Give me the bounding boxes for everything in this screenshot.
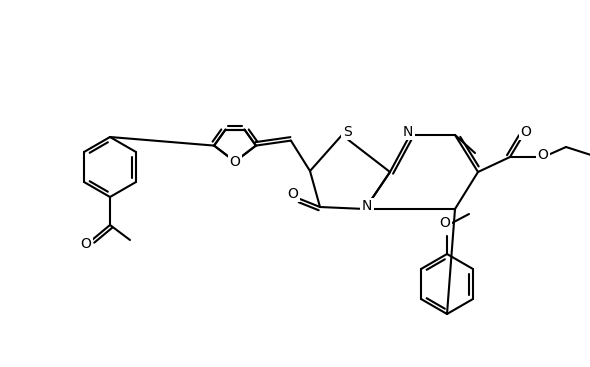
Text: N: N [362,199,372,213]
Text: O: O [81,237,91,251]
Text: O: O [230,155,241,168]
Text: N: N [403,125,413,139]
Text: O: O [520,125,532,139]
Text: O: O [537,148,549,162]
Text: O: O [287,187,299,201]
Text: O: O [440,216,450,230]
Text: S: S [343,125,352,139]
